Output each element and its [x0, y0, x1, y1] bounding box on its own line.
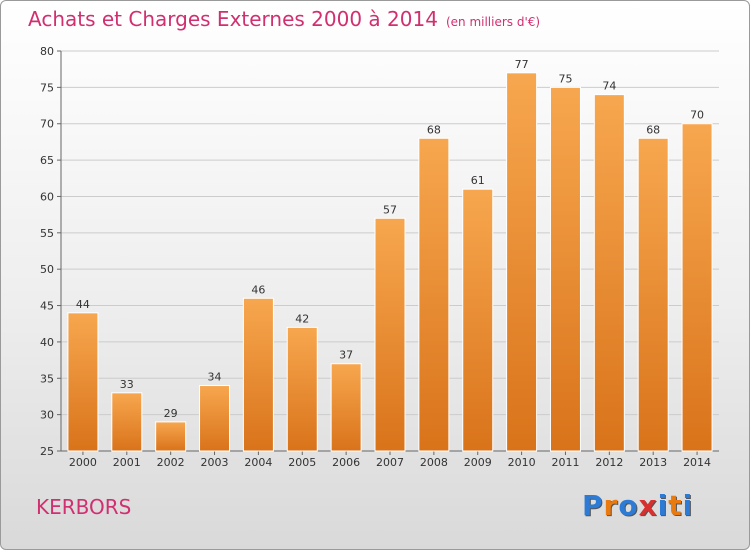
x-tick-label-2013: 2013	[639, 456, 667, 469]
label-layer: 44 2000 33 2001 29 2002 34 2003 46 2004 42 2005 37 20…	[69, 58, 711, 469]
logo-letter: o	[618, 489, 639, 522]
value-label-2008: 68	[427, 123, 441, 136]
x-tick-label-2002: 2002	[157, 456, 185, 469]
y-tick-label: 75	[40, 81, 54, 94]
bar-2012	[593, 94, 625, 452]
bar-2013	[637, 137, 669, 452]
value-label-2005: 42	[295, 312, 309, 325]
value-label-2014: 70	[690, 109, 704, 122]
bar-2002	[155, 421, 187, 452]
y-tick-label: 65	[40, 154, 54, 167]
logo-letter: P	[582, 489, 604, 522]
chart-title: Achats et Charges Externes 2000 à 2014	[28, 7, 438, 31]
x-tick-label-2001: 2001	[113, 456, 141, 469]
bar-2007	[374, 217, 406, 452]
bar-2004	[242, 297, 274, 452]
logo-letter: x	[638, 489, 658, 522]
bar-2010	[506, 72, 538, 452]
x-tick-label-2005: 2005	[288, 456, 316, 469]
y-tick-label: 50	[40, 263, 54, 276]
value-label-2004: 46	[251, 283, 265, 296]
x-tick-label-2011: 2011	[551, 456, 579, 469]
x-tick-label-2009: 2009	[464, 456, 492, 469]
value-label-2007: 57	[383, 203, 397, 216]
y-tick-label: 30	[40, 409, 54, 422]
title-row: Achats et Charges Externes 2000 à 2014 (e…	[28, 7, 540, 31]
y-tick-label: 35	[40, 372, 54, 385]
x-tick-label-2014: 2014	[683, 456, 711, 469]
x-tick-label-2004: 2004	[244, 456, 272, 469]
value-label-2009: 61	[471, 174, 485, 187]
x-tick-label-2008: 2008	[420, 456, 448, 469]
value-label-2000: 44	[76, 298, 90, 311]
value-label-2001: 33	[120, 378, 134, 391]
value-label-2006: 37	[339, 349, 353, 362]
value-label-2002: 29	[164, 407, 178, 420]
bar-2011	[549, 86, 581, 452]
value-label-2011: 75	[558, 72, 572, 85]
logo-letter: i	[682, 489, 694, 522]
chart-unit: (en milliers d'€)	[445, 15, 541, 29]
y-tick-label: 55	[40, 227, 54, 240]
value-label-2012: 74	[602, 80, 616, 93]
y-tick-label: 45	[40, 300, 54, 313]
bar-2001	[111, 392, 143, 452]
bar-2006	[330, 363, 362, 452]
value-label-2010: 77	[515, 58, 529, 71]
y-tick-label: 60	[40, 190, 54, 203]
bar-2005	[286, 326, 318, 452]
x-tick-label-2007: 2007	[376, 456, 404, 469]
x-tick-label-2003: 2003	[201, 456, 229, 469]
y-tick-label: 80	[40, 45, 54, 58]
proxiti-logo: Proxiti	[582, 489, 693, 522]
y-tick-label: 40	[40, 336, 54, 349]
bar-layer	[67, 72, 713, 452]
bar-2003	[199, 385, 231, 452]
commune-name: KERBORS	[36, 495, 132, 519]
y-tick-label: 70	[40, 118, 54, 131]
bar-2000	[67, 312, 99, 452]
x-tick-label-2012: 2012	[595, 456, 623, 469]
x-tick-label-2000: 2000	[69, 456, 97, 469]
x-tick-label-2006: 2006	[332, 456, 360, 469]
logo-letter: i	[657, 489, 669, 522]
x-tick-label-2010: 2010	[508, 456, 536, 469]
logo-letter: t	[668, 489, 683, 522]
y-tick-label: 25	[40, 445, 54, 458]
bar-2008	[418, 137, 450, 452]
bar-2009	[462, 188, 494, 452]
logo-letter: r	[603, 489, 619, 522]
bar-2014	[681, 123, 713, 452]
value-label-2003: 34	[208, 371, 222, 384]
value-label-2013: 68	[646, 123, 660, 136]
